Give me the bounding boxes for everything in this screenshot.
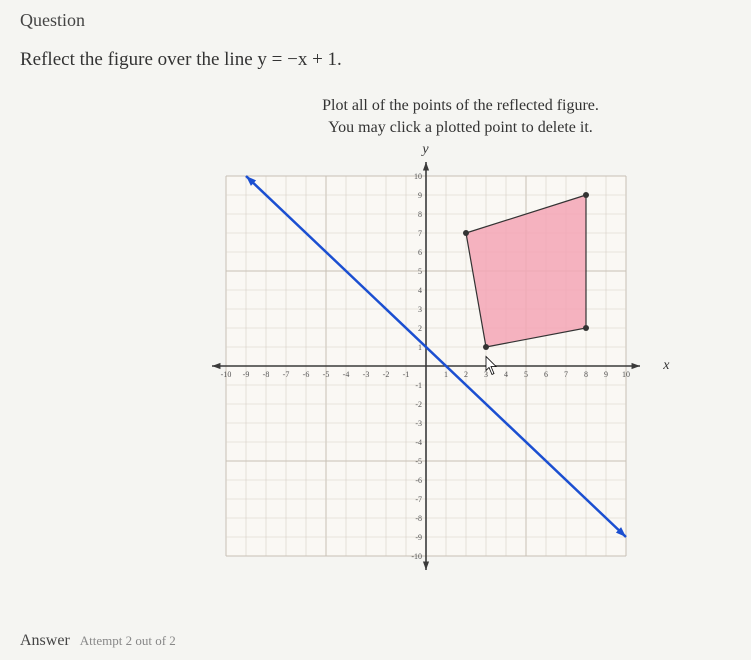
svg-text:-6: -6 [415, 476, 422, 485]
svg-text:8: 8 [418, 210, 422, 219]
svg-text:8: 8 [584, 370, 588, 379]
svg-text:-1: -1 [402, 370, 409, 379]
instructions: Plot all of the points of the reflected … [190, 95, 731, 140]
svg-text:-10: -10 [411, 552, 422, 561]
svg-text:2: 2 [464, 370, 468, 379]
svg-text:-8: -8 [262, 370, 269, 379]
svg-text:3: 3 [484, 370, 488, 379]
x-axis-label: x [663, 358, 669, 374]
svg-text:-8: -8 [415, 514, 422, 523]
svg-text:-2: -2 [415, 400, 422, 409]
svg-text:-9: -9 [415, 533, 422, 542]
svg-text:-5: -5 [322, 370, 329, 379]
svg-text:7: 7 [564, 370, 568, 379]
svg-text:10: 10 [414, 172, 422, 181]
svg-text:-10: -10 [220, 370, 231, 379]
svg-text:5: 5 [524, 370, 528, 379]
instructions-line2: You may click a plotted point to delete … [190, 117, 731, 139]
svg-text:4: 4 [418, 286, 422, 295]
svg-text:-4: -4 [342, 370, 349, 379]
svg-text:4: 4 [504, 370, 508, 379]
svg-text:9: 9 [418, 191, 422, 200]
svg-text:7: 7 [418, 229, 422, 238]
svg-text:-7: -7 [415, 495, 422, 504]
coordinate-graph[interactable]: y x -10-9-8-7-6-5-4-3-2-112345678910-10-… [196, 146, 656, 586]
svg-text:10: 10 [622, 370, 630, 379]
svg-text:9: 9 [604, 370, 608, 379]
svg-text:-7: -7 [282, 370, 289, 379]
svg-text:-1: -1 [415, 381, 422, 390]
svg-text:-3: -3 [362, 370, 369, 379]
svg-text:5: 5 [418, 267, 422, 276]
svg-text:-4: -4 [415, 438, 422, 447]
svg-text:-5: -5 [415, 457, 422, 466]
instructions-line1: Plot all of the points of the reflected … [190, 95, 731, 117]
y-axis-label: y [422, 142, 428, 158]
answer-row: Answer Attempt 2 out of 2 [20, 632, 176, 650]
graph-svg[interactable]: -10 -9 -8 -7 -6 -5 -4 -3 -2 -1 1 2 3 4 5 6 7 8 9 10 -10 -9 -8 -… [196, 146, 656, 586]
svg-text:-9: -9 [242, 370, 249, 379]
question-label: Question [20, 10, 731, 31]
answer-label: Answer [20, 632, 70, 649]
question-prompt: Reflect the figure over the line y = −x … [20, 49, 731, 71]
attempt-text: Attempt 2 out of 2 [80, 633, 176, 648]
svg-text:3: 3 [418, 305, 422, 314]
svg-text:-6: -6 [302, 370, 309, 379]
svg-text:-2: -2 [382, 370, 389, 379]
svg-text:6: 6 [418, 248, 422, 257]
svg-text:2: 2 [418, 324, 422, 333]
svg-text:1: 1 [444, 370, 448, 379]
svg-text:6: 6 [544, 370, 548, 379]
svg-text:-3: -3 [415, 419, 422, 428]
